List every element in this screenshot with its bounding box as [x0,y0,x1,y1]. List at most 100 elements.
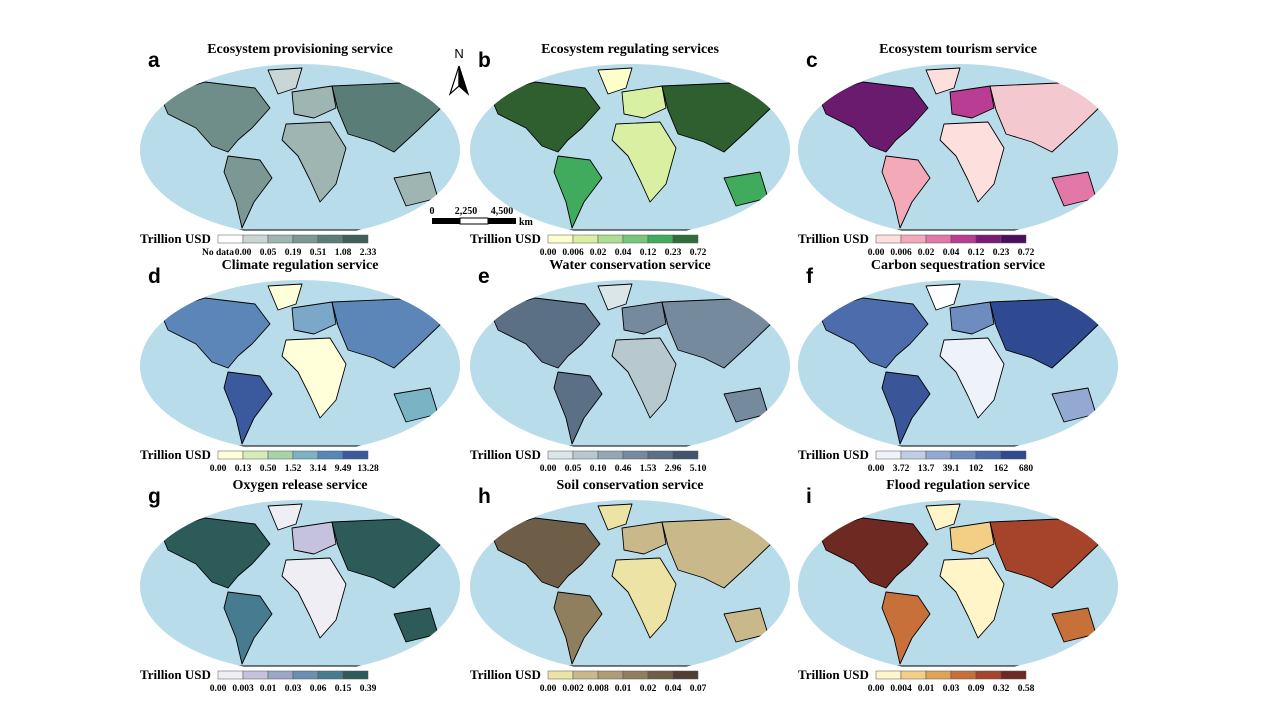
legend-unit: Trillion USD [470,231,541,246]
legend-label: 0.05 [260,248,277,258]
scale-seg [459,217,489,225]
region [489,297,601,369]
region [621,85,667,119]
legend: Trillion USD 0.00 0.05 0.10 0.46 1.53 2.96 5.10 [470,447,707,474]
legend-label: 0.72 [690,248,707,258]
legend: Trillion USD 0.00 0.003 0.01 0.03 0.06 0.15 0.3… [140,667,377,694]
region [925,67,961,95]
map-panel: Water conservation service e Trillion USD 0… [470,258,790,474]
panel-letter: e [478,265,490,288]
legend-swatch [672,670,699,680]
legend-label: 2.96 [665,464,682,474]
legend-label: 0.02 [640,684,657,694]
legend-label: 0.46 [615,464,632,474]
legend-swatch [925,670,952,680]
legend-swatch [647,234,674,244]
legend-swatch [547,670,574,680]
region [281,121,347,203]
legend-swatch [242,670,269,680]
legend-unit: Trillion USD [798,447,869,462]
legend-label: 0.58 [1018,684,1035,694]
region [949,521,995,555]
panel-letter: g [148,485,161,508]
legend-swatch [317,670,344,680]
region [159,517,271,589]
legend-swatch [597,450,624,460]
legend-swatch [317,234,344,244]
panel-title: Oxygen release service [232,478,367,493]
legend-label: 0.15 [335,684,352,694]
legend-label: No data [202,248,234,258]
legend-label: 0.51 [310,248,327,258]
legend: Trillion USD 0.00 0.002 0.008 0.01 0.02 0.04 0.… [470,667,707,694]
legend-label: 0.02 [590,248,607,258]
legend-label: 0.23 [993,248,1010,258]
legend: Trillion USD 0.00 0.006 0.02 0.04 0.12 0.23 0.7… [798,231,1035,258]
legend-unit: Trillion USD [140,231,211,246]
legend-label: 0.19 [285,248,302,258]
legend-swatch [242,450,269,460]
legend-swatch [875,670,902,680]
region [553,371,603,445]
legend-swatch [242,234,269,244]
legend-swatch [217,450,244,460]
legend-label: 0.004 [890,684,912,694]
legend-label: 1.52 [285,464,302,474]
legend-swatch [1000,670,1027,680]
legend-swatch [317,450,344,460]
arrow-left [448,65,460,96]
legend-unit: Trillion USD [140,447,211,462]
legend-label: 13.7 [918,464,935,474]
legend: Trillion USD 0.00 3.72 13.7 39.1 102 162 680 [798,447,1033,474]
region [267,283,303,311]
map-panel: Soil conservation service h Trillion USD 0.… [470,478,790,694]
legend-swatch [572,670,599,680]
region [881,591,931,665]
legend-label: 39.1 [943,464,960,474]
legend: Trillion USD No data 0.00 0.05 0.19 0.51 1.08 2… [140,231,377,258]
region [597,283,633,311]
map-panel: Flood regulation service i Trillion USD 0.0… [798,478,1118,694]
legend-label: 0.01 [615,684,632,694]
region [267,67,303,95]
region [611,337,677,419]
legend-swatch [1000,450,1027,460]
region [621,301,667,335]
region [611,557,677,639]
region [267,503,303,531]
legend-label: 0.008 [587,684,609,694]
legend-swatch [572,450,599,460]
region [817,297,929,369]
legend-label: 0.00 [868,248,885,258]
legend-swatch [292,234,319,244]
legend-swatch [950,670,977,680]
legend-label: 0.03 [943,684,960,694]
legend-swatch [622,670,649,680]
legend-label: 0.01 [260,684,277,694]
region [553,591,603,665]
region [881,371,931,445]
legend-label: 0.03 [285,684,302,694]
region [159,297,271,369]
panel-title: Ecosystem regulating services [541,42,719,57]
legend-swatch [267,450,294,460]
panel-title: Ecosystem provisioning service [207,42,393,57]
legend-swatch [572,234,599,244]
legend-label: 0.02 [918,248,935,258]
legend-label: 0.003 [232,684,254,694]
legend-label: 0.10 [590,464,607,474]
legend-swatch [267,234,294,244]
map-panel: Ecosystem provisioning service a Trillion … [140,42,460,258]
legend-swatch [267,670,294,680]
legend-label: 0.05 [565,464,582,474]
scale-label: 2,250 [455,206,478,217]
legend-unit: Trillion USD [470,667,541,682]
region [489,81,601,153]
legend-swatch [217,234,244,244]
legend-label: 0.006 [890,248,912,258]
region [939,121,1005,203]
panel-title: Flood regulation service [886,478,1030,493]
legend-swatch [342,450,369,460]
scale-bar: 0 2,250 4,500 km [430,206,534,228]
